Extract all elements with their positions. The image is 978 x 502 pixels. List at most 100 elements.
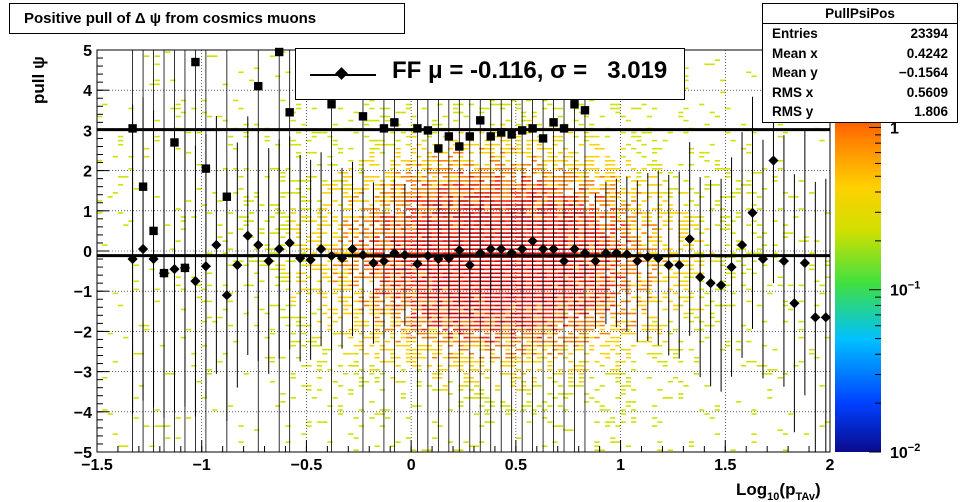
- data-point-sigma: [517, 126, 527, 135]
- data-point-sigma: [138, 182, 148, 191]
- data-point-mean: [389, 247, 400, 259]
- fit-lines: [97, 128, 830, 258]
- stats-row: RMS y 1.806: [772, 104, 948, 120]
- data-point-mean: [757, 253, 769, 265]
- x-tick-label: 2: [826, 457, 835, 474]
- data-point-mean: [464, 259, 475, 271]
- data-point-sigma: [222, 192, 232, 201]
- data-point-sigma: [327, 100, 336, 109]
- data-point-mean: [810, 312, 821, 323]
- data-point-mean: [242, 230, 253, 241]
- data-point-mean: [295, 253, 306, 264]
- data-point-sigma: [507, 130, 516, 139]
- data-point-mean: [600, 247, 612, 259]
- data-point-mean: [412, 258, 423, 269]
- data-point-sigma: [465, 132, 474, 141]
- data-point-mean: [357, 249, 369, 261]
- data-point-sigma: [486, 132, 495, 141]
- data-point-sigma: [444, 132, 454, 141]
- data-point-sigma: [285, 108, 294, 117]
- data-point-mean: [221, 290, 232, 301]
- data-point-mean: [820, 312, 831, 323]
- data-point-sigma: [379, 124, 389, 133]
- data-point-sigma: [496, 128, 506, 137]
- data-point-sigma: [180, 263, 190, 273]
- data-point-mean: [326, 250, 337, 261]
- data-point-mean: [336, 253, 348, 264]
- stats-row: RMS x 0.5609: [772, 84, 948, 100]
- data-point-mean: [253, 239, 264, 251]
- data-point-sigma: [434, 144, 443, 153]
- data-point-sigma: [580, 106, 590, 115]
- y-tick-label: −3: [74, 365, 92, 382]
- x-tick-label: 1.5: [714, 457, 736, 474]
- data-point-mean: [137, 243, 149, 255]
- data-point-mean: [284, 237, 295, 249]
- heatmap-cells: [97, 51, 830, 451]
- y-tick-label: −4: [74, 405, 92, 422]
- data-point-mean: [789, 298, 800, 309]
- z-tick-label: 10−1: [890, 280, 920, 300]
- data-point-sigma: [528, 124, 537, 133]
- data-point-mean: [527, 235, 538, 247]
- data-point-mean: [169, 263, 180, 275]
- data-point-mean: [768, 155, 779, 166]
- data-point-mean: [305, 254, 316, 265]
- legend: FF μ = -0.116, σ = 3.019: [295, 48, 685, 100]
- stats-title: PullPsiPos: [763, 4, 957, 24]
- data-point-mean: [399, 249, 410, 261]
- data-point-sigma: [170, 138, 179, 147]
- data-point-sigma: [455, 142, 464, 151]
- x-axis-title: Log10(pTAv): [736, 480, 821, 502]
- data-point-mean: [653, 253, 664, 264]
- legend-marker: [335, 67, 348, 80]
- data-point-mean: [315, 243, 327, 255]
- x-tick-label: 0.5: [505, 457, 527, 474]
- stats-row: Mean y −0.1564: [772, 65, 948, 81]
- data-point-sigma: [149, 226, 158, 236]
- legend-label: FF μ = -0.116, σ = 3.019: [392, 57, 668, 84]
- data-point-mean: [705, 278, 716, 289]
- z-tick-label: 1: [890, 120, 899, 137]
- stats-row: Mean x 0.4242: [772, 45, 948, 61]
- data-point-sigma: [559, 124, 569, 133]
- data-point-mean: [200, 261, 211, 272]
- data-point-mean: [778, 255, 790, 267]
- data-point-mean: [378, 255, 390, 267]
- data-point-sigma: [390, 118, 399, 127]
- data-point-mean: [422, 250, 433, 261]
- y-tick-label: 2: [83, 164, 92, 181]
- data-point-mean: [211, 239, 222, 251]
- data-point-mean: [642, 251, 653, 263]
- x-tick-label: −1: [193, 457, 211, 474]
- data-point-sigma: [201, 164, 211, 173]
- data-point-mean: [190, 276, 201, 287]
- data-point-sigma: [254, 81, 263, 91]
- data-point-mean: [127, 253, 138, 265]
- data-point-sigma: [358, 112, 368, 121]
- data-point-mean: [674, 259, 685, 271]
- data-point-mean: [726, 261, 737, 273]
- data-point-sigma: [570, 100, 579, 109]
- x-tick-label: 1: [616, 457, 625, 474]
- data-point-sigma: [275, 47, 284, 57]
- data-point-mean: [475, 247, 486, 259]
- data-point-sigma: [413, 124, 422, 133]
- data-point-sigma: [423, 126, 433, 135]
- data-point-sigma: [476, 116, 485, 125]
- y-tick-label: 5: [83, 43, 92, 60]
- data-point-mean: [663, 259, 674, 271]
- data-point-mean: [611, 247, 622, 259]
- data-point-mean: [368, 257, 379, 269]
- data-point-sigma: [159, 268, 169, 278]
- data-point-sigma: [538, 134, 548, 143]
- data-point-sigma: [549, 118, 558, 127]
- data-point-mean: [632, 255, 643, 267]
- y-tick-label: −2: [74, 324, 92, 341]
- data-point-mean: [148, 253, 159, 265]
- stats-box: PullPsiPos Entries 23394 Mean x 0.4242 Mea…: [762, 3, 958, 123]
- y-tick-label: −1: [74, 284, 92, 301]
- x-tick-label: 0: [407, 457, 416, 474]
- data-point-mean: [443, 253, 454, 264]
